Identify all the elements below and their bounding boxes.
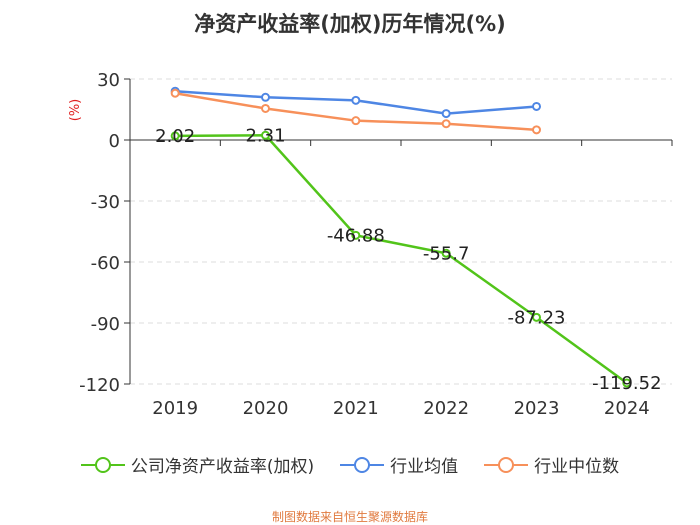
- data-point: [441, 119, 451, 129]
- data-point: [351, 230, 361, 240]
- legend-label-company: 公司净资产收益率(加权): [130, 457, 315, 477]
- legend-label-industry-median: 行业中位数: [534, 457, 620, 477]
- data-label: -46.88: [327, 225, 385, 246]
- data-point: [532, 101, 541, 111]
- data-point: [532, 312, 541, 322]
- legend-item-company[interactable]: 公司净资产收益率(加权): [80, 452, 315, 477]
- data-point: [441, 248, 451, 258]
- data-point: [261, 92, 270, 102]
- grid-layer: [130, 78, 672, 385]
- source-note: 制图数据来自恒生聚源数据库: [271, 510, 428, 524]
- data-point: [351, 116, 361, 126]
- series-layer: [170, 86, 632, 388]
- legend-marker-company: [80, 456, 125, 473]
- legend-label-industry-mean: 行业均值: [390, 457, 459, 477]
- data-label: -119.52: [592, 373, 661, 394]
- x-tick-label: 2021: [333, 398, 379, 419]
- x-tick-label: 2023: [514, 398, 560, 419]
- series-line: [175, 134, 628, 385]
- y-tick-label: -30: [91, 192, 120, 213]
- legend: 公司净资产收益率(加权) 行业均值 行业中位数: [0, 452, 700, 477]
- data-label: 2.31: [245, 125, 285, 146]
- data-point: [351, 95, 361, 105]
- y-tick-label: -120: [79, 375, 120, 396]
- x-tick-label: 2020: [243, 398, 289, 419]
- data-point: [532, 125, 541, 135]
- data-label: -55.7: [423, 243, 470, 264]
- data-point: [170, 88, 180, 98]
- data-label: 2.02: [155, 126, 195, 147]
- legend-marker-industry-mean: [340, 456, 385, 473]
- y-tick-label: -90: [91, 314, 120, 335]
- legend-item-industry-median[interactable]: 行业中位数: [484, 452, 619, 477]
- legend-marker-industry-median: [484, 456, 529, 473]
- data-point: [170, 131, 180, 141]
- data-point: [261, 130, 270, 140]
- data-point: [261, 103, 270, 113]
- y-axis-label: (%): [68, 99, 83, 122]
- y-tick-label: -60: [91, 253, 120, 274]
- data-point: [622, 378, 632, 388]
- legend-item-industry-mean[interactable]: 行业均值: [340, 452, 458, 477]
- y-tick-label: 0: [109, 131, 120, 152]
- data-label-layer: 2.02 2.31 -46.88 -55.7 -87.23 -119.52: [155, 125, 661, 394]
- y-tick-label: 30: [97, 70, 120, 91]
- chart-title: 净资产收益率(加权)历年情况(%): [194, 12, 506, 36]
- x-tick-label: 2022: [423, 398, 469, 419]
- data-point: [441, 109, 451, 119]
- axis-layer: 30 0 -30 -60 -90 -120 2019 2020 2021 2022 2023 2024: [79, 70, 673, 419]
- x-tick-label: 2019: [152, 398, 198, 419]
- x-tick-label: 2024: [604, 398, 650, 419]
- data-label: -87.23: [507, 307, 565, 328]
